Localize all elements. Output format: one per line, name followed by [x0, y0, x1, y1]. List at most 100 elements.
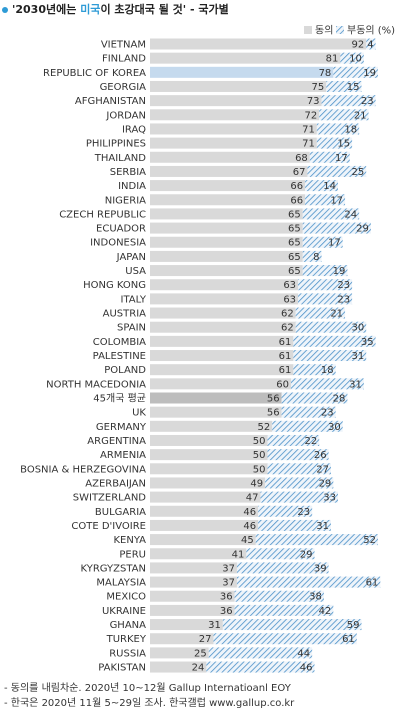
bar-segment [150, 222, 303, 234]
value-label: 63 [283, 294, 296, 305]
y-tick-label: MALAYSIA [96, 578, 146, 589]
y-tick-label: CZECH REPUBLIC [59, 209, 146, 220]
bar-segment [281, 406, 336, 418]
bar-segment [316, 137, 353, 149]
value-label: 39 [314, 563, 327, 574]
y-tick-label: ITALY [121, 294, 147, 305]
value-label: 37 [222, 563, 235, 574]
bar-segment [150, 80, 327, 92]
y-tick-label: KYRGYZSTAN [81, 563, 146, 574]
value-label: 19 [363, 68, 376, 79]
bar-segment [267, 463, 331, 475]
bar-segment [366, 38, 376, 50]
bar-segment [150, 449, 268, 461]
bar-segment [150, 95, 322, 107]
value-label: 21 [330, 309, 343, 320]
bar-segment [309, 151, 350, 163]
value-label: 30 [328, 422, 341, 433]
value-label: 50 [253, 436, 266, 447]
bar-segment [234, 604, 334, 616]
bar-segment [150, 534, 256, 546]
bar-segment [150, 109, 320, 121]
value-label: 72 [304, 110, 317, 121]
bar-segment [213, 633, 357, 645]
bar-segment [150, 463, 268, 475]
bar-segment [293, 335, 376, 347]
y-tick-label: PAKISTAN [98, 663, 146, 674]
value-label: 18 [321, 365, 334, 376]
y-tick-label: IRAQ [122, 124, 146, 135]
value-label: 47 [246, 493, 259, 504]
value-label: 22 [304, 436, 317, 447]
y-tick-label: NORTH MACEDONIA [46, 379, 146, 390]
bar-segment [150, 562, 237, 574]
value-label: 17 [330, 195, 343, 206]
bar-segment [208, 647, 313, 659]
bar-segment [150, 52, 341, 64]
value-label: 73 [307, 96, 320, 107]
y-tick-label: RUSSIA [109, 648, 146, 659]
bar-segment [234, 590, 324, 602]
y-tick-label: GHANA [110, 620, 147, 631]
value-label: 41 [232, 549, 245, 560]
y-tick-label: INDIA [118, 181, 146, 192]
value-label: 78 [319, 68, 332, 79]
bar-segment [150, 364, 294, 376]
value-label: 29 [356, 224, 369, 235]
bar-segment [150, 406, 282, 418]
value-label: 59 [347, 620, 360, 631]
y-tick-label: THAILAND [94, 153, 147, 164]
y-tick-label: NIGERIA [105, 195, 146, 206]
bar-segment [150, 151, 310, 163]
value-label: 33 [323, 493, 336, 504]
bar-segment [150, 548, 247, 560]
value-label: 38 [309, 592, 322, 603]
y-tick-label: UKRAINE [102, 606, 146, 617]
y-tick-label: AUSTRIA [103, 309, 147, 320]
bar-segment [206, 661, 315, 673]
bar-segment [302, 236, 343, 248]
value-label: 66 [290, 181, 303, 192]
value-label: 44 [297, 648, 310, 659]
value-label: 17 [335, 153, 348, 164]
value-label: 18 [344, 124, 357, 135]
value-label: 65 [288, 252, 301, 263]
value-label: 56 [267, 408, 280, 419]
value-label: 68 [295, 153, 308, 164]
y-tick-label: AFGHANISTAN [75, 96, 146, 107]
bar-segment [293, 364, 336, 376]
bar-segment [295, 307, 346, 319]
y-tick-label: TURKEY [106, 634, 147, 645]
bar-segment [307, 165, 367, 177]
value-label: 24 [192, 663, 205, 674]
value-label: 27 [199, 634, 212, 645]
value-label: 65 [288, 224, 301, 235]
value-label: 36 [220, 592, 233, 603]
value-label: 19 [333, 266, 346, 277]
value-label: 31 [316, 521, 329, 532]
bar-segment [150, 420, 273, 432]
value-label: 36 [220, 606, 233, 617]
bar-segment [272, 420, 343, 432]
bar-segment [150, 208, 303, 220]
bar-segment [150, 123, 317, 135]
bar-segment [150, 307, 296, 319]
value-label: 65 [288, 209, 301, 220]
bar-segment [340, 52, 364, 64]
y-tick-label: REPUBLIC OF KOREA [43, 68, 146, 79]
bar-segment [150, 265, 303, 277]
bar-segment [302, 250, 322, 262]
value-label: 23 [337, 280, 350, 291]
y-tick-label: POLAND [104, 365, 146, 376]
bar-segment [333, 66, 378, 78]
value-label: 63 [283, 280, 296, 291]
value-label: 61 [342, 634, 355, 645]
bar-segment [150, 180, 306, 192]
value-label: 29 [300, 549, 313, 560]
y-tick-label: PALESTINE [93, 351, 146, 362]
value-label: 45 [241, 535, 254, 546]
y-tick-label: SERBIA [110, 167, 146, 178]
y-tick-label: BULGARIA [95, 507, 146, 518]
value-label: 75 [312, 82, 325, 93]
legend-label: 부동의 (%) [347, 25, 395, 37]
